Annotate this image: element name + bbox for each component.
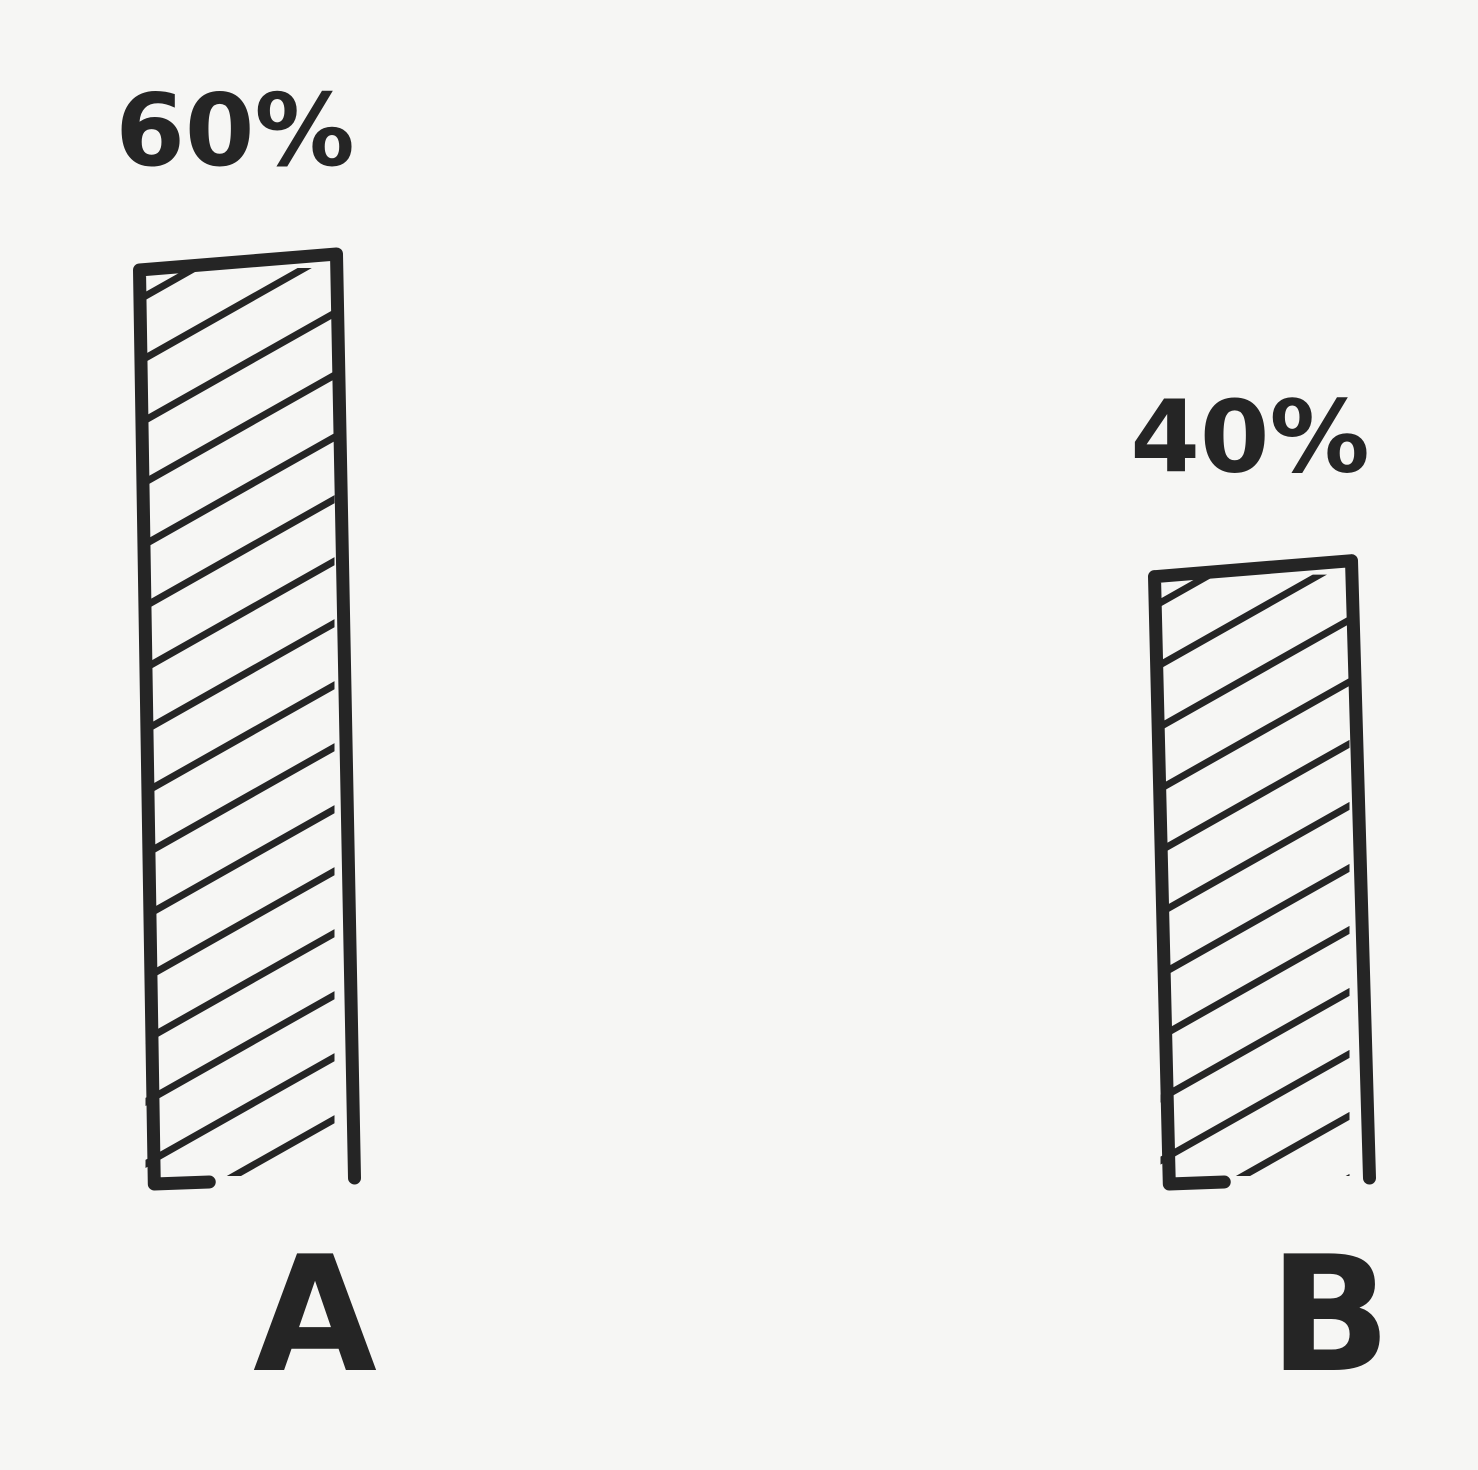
category-label-b: B <box>1269 1221 1391 1408</box>
bars-layer <box>133 247 1376 1191</box>
labels-layer: 60% A 40% B <box>115 72 1391 1408</box>
bar-b-outline <box>1148 554 1376 1191</box>
bar-a-outline <box>133 247 361 1191</box>
bar-b <box>1148 554 1376 1191</box>
data-label-b: 40% <box>1130 379 1369 496</box>
bar-a <box>133 247 361 1191</box>
bar-a-hatching <box>145 268 335 1176</box>
data-label-a: 60% <box>115 72 354 189</box>
category-label-a: A <box>253 1221 377 1408</box>
bar-b-hatching <box>1160 574 1350 1176</box>
